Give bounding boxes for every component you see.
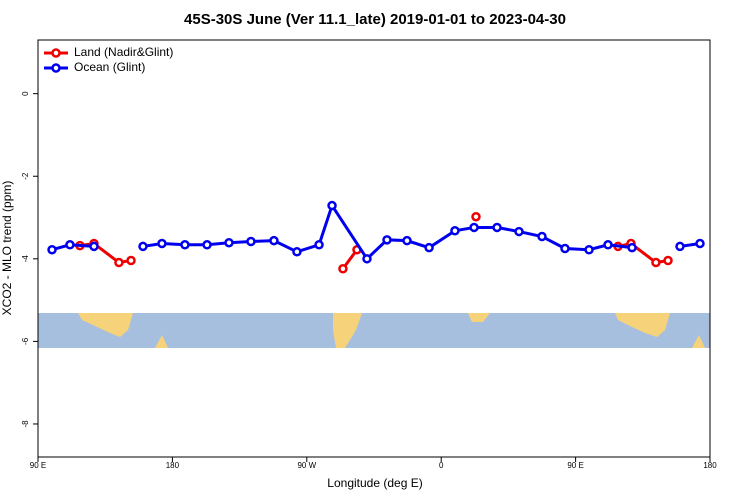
y-tick-label: -2 [21,172,30,180]
point [292,247,302,257]
point [424,242,434,253]
series-line [142,202,633,262]
point [224,237,234,248]
point [327,200,337,211]
x-tick-label: 0 [439,461,444,470]
point [269,235,279,246]
point [202,240,212,250]
plot-frame [37,39,711,458]
point [537,231,547,242]
point [695,238,705,249]
point [338,263,348,274]
map-strip [38,313,710,348]
point [89,241,99,252]
point [47,244,57,255]
point [651,257,661,268]
series-line [617,241,669,265]
x-tick-label: 90 W [297,461,316,470]
x-tick-label: 90 E [30,461,46,470]
point [469,222,479,233]
point [627,242,637,253]
point [114,257,124,268]
point [246,236,256,247]
point [126,255,136,266]
legend-label: Ocean (Glint) [74,60,145,74]
point [138,241,148,252]
point [362,254,372,264]
y-tick-label: -8 [21,420,30,428]
point [314,240,324,250]
point [65,240,75,250]
point [584,244,594,255]
point [492,222,502,233]
point [514,226,524,237]
point [471,211,481,222]
point [180,240,190,250]
chart-title: 45S-30S June (Ver 11.1_late) 2019-01-01 … [184,11,566,28]
point [663,255,673,266]
point [603,240,613,250]
point [382,235,392,245]
x-tick-label: 180 [166,461,180,470]
x-tick-label: 180 [703,461,717,470]
y-tick-label: -6 [21,337,30,345]
legend-label: Land (Nadir&Glint) [74,45,173,59]
y-tick-label: -4 [21,255,30,263]
point [402,235,412,246]
x-axis-label: Longitude (deg E) [327,476,422,490]
point [560,243,570,254]
point [675,241,685,252]
y-tick-label: 0 [21,91,30,96]
legend-marker [51,63,61,73]
point [157,238,167,249]
point [450,225,460,236]
series [47,200,705,264]
x-tick-label: 90 E [567,461,583,470]
legend-marker [51,48,61,58]
y-axis-label: XCO2 - MLO trend (ppm) [0,181,14,316]
